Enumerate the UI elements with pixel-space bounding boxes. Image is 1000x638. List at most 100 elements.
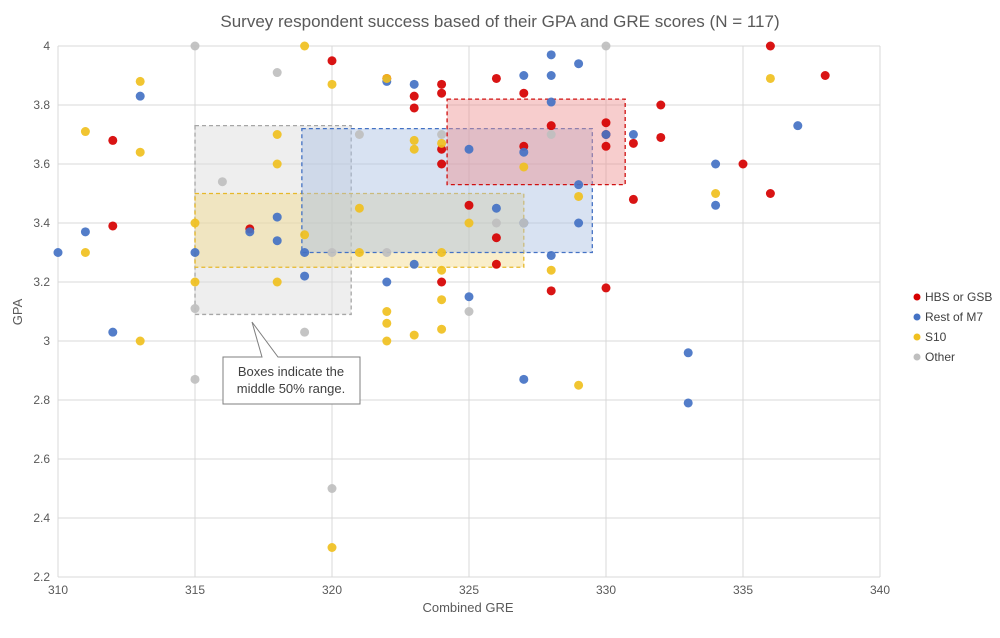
data-point [711,189,721,198]
data-point [437,138,447,148]
data-point [464,218,474,228]
data-point [80,227,90,237]
x-tick-label: 315 [185,583,205,597]
data-point [80,127,90,137]
y-tick-label: 2.2 [33,570,50,584]
data-point [437,324,447,334]
data-point [793,121,803,131]
data-point [382,318,392,328]
data-point [300,271,310,281]
data-point [409,330,419,340]
data-point [327,484,337,493]
data-point [738,159,748,169]
x-axis-label: Combined GRE [422,600,513,615]
data-point [546,265,556,275]
data-point [409,135,419,145]
data-point [327,56,337,66]
data-point [382,277,392,287]
data-point [382,73,392,83]
data-point [546,130,556,139]
x-tick-label: 325 [459,583,479,597]
data-point [546,50,556,60]
data-point [382,336,392,346]
data-point [409,144,419,154]
data-point [519,147,529,157]
data-point [190,218,200,228]
data-point [382,248,392,257]
data-point [765,73,775,83]
x-tick-label: 320 [322,583,342,597]
data-point [409,91,419,101]
data-point [382,307,392,316]
data-point [409,79,419,89]
data-point [820,71,830,80]
y-tick-label: 4 [43,39,50,53]
data-point [601,283,611,293]
data-point [437,248,447,257]
data-point [217,177,227,187]
data-point [437,88,447,98]
legend-entry: S10 [925,330,947,344]
data-point [519,162,529,172]
data-point [519,71,529,80]
data-point [711,200,721,210]
data-point [135,336,145,346]
data-point [519,218,529,228]
data-point [135,91,145,101]
data-point [272,130,282,139]
data-point [190,277,200,287]
data-point [546,121,556,131]
data-point [300,41,310,51]
chart-title: Survey respondent success based of their… [220,12,779,31]
legend-marker [913,293,921,301]
data-point [437,130,447,139]
data-point [354,203,364,213]
data-point [464,200,474,210]
x-tick-label: 335 [733,583,753,597]
x-tick-label: 310 [48,583,68,597]
data-point [574,380,584,390]
data-point [546,250,556,260]
data-point [108,135,118,145]
data-points [53,41,830,552]
annotation-callout: Boxes indicate the middle 50% range. [222,321,361,405]
data-point [327,543,337,552]
data-point [601,130,611,139]
data-point [272,277,282,287]
data-point [546,97,556,107]
x-tick-label: 340 [870,583,890,597]
data-point [409,103,419,113]
data-point [354,248,364,257]
data-point [601,141,611,151]
data-point [135,147,145,157]
data-point [519,374,529,384]
y-tick-label: 2.6 [33,452,50,466]
y-tick-label: 3.2 [33,275,50,289]
data-point [519,88,529,98]
data-point [190,41,200,51]
data-point [683,398,693,408]
data-point [628,138,638,148]
data-point [272,68,282,78]
data-point [574,218,584,228]
data-point [300,230,310,240]
data-point [108,327,118,337]
y-tick-label: 2.8 [33,393,50,407]
data-point [464,144,474,154]
data-point [464,307,474,316]
data-point [327,248,337,257]
data-point [656,100,666,110]
legend-marker [913,353,921,361]
data-point [190,304,200,314]
data-point [108,221,118,231]
data-point [272,212,282,222]
data-point [437,159,447,169]
data-point [437,79,447,89]
data-point [574,59,584,69]
data-point [190,248,200,257]
legend: HBS or GSB Rest of M7 S10 Other [913,290,992,364]
data-point [656,132,666,142]
x-tick-label: 330 [596,583,616,597]
